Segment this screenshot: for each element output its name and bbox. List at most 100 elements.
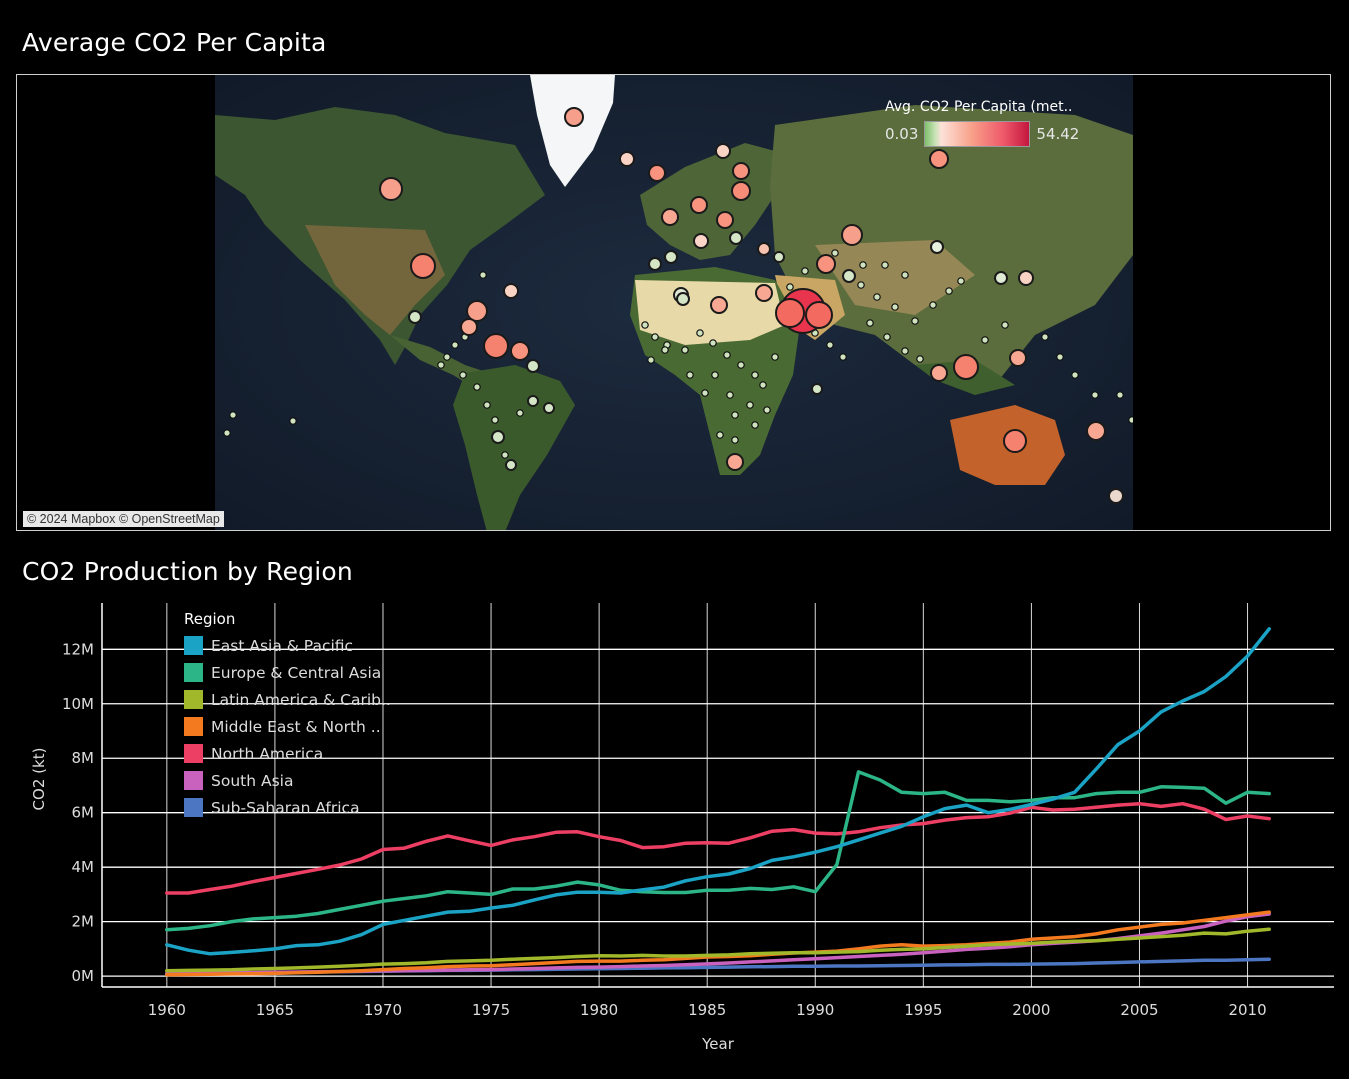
country-bubble[interactable] bbox=[408, 310, 422, 324]
country-bubble[interactable] bbox=[460, 318, 478, 336]
country-bubble[interactable] bbox=[831, 249, 839, 257]
legend-item[interactable]: East Asia & Pacific bbox=[184, 632, 391, 659]
country-bubble[interactable] bbox=[916, 355, 924, 363]
country-bubble[interactable] bbox=[773, 251, 785, 263]
legend-item[interactable]: North America bbox=[184, 740, 391, 767]
country-bubble[interactable] bbox=[647, 356, 655, 364]
country-bubble[interactable] bbox=[839, 353, 847, 361]
country-bubble[interactable] bbox=[811, 383, 823, 395]
country-bubble[interactable] bbox=[483, 401, 491, 409]
country-bubble[interactable] bbox=[801, 267, 809, 275]
country-bubble[interactable] bbox=[737, 361, 745, 369]
country-bubble[interactable] bbox=[711, 371, 719, 379]
country-bubble[interactable] bbox=[664, 250, 678, 264]
legend-item[interactable]: Europe & Central Asia bbox=[184, 659, 391, 686]
legend-item[interactable]: South Asia bbox=[184, 767, 391, 794]
country-bubble[interactable] bbox=[1128, 416, 1133, 424]
country-bubble[interactable] bbox=[842, 269, 856, 283]
map-canvas[interactable] bbox=[215, 75, 1133, 531]
country-bubble[interactable] bbox=[1041, 333, 1049, 341]
country-bubble[interactable] bbox=[619, 151, 635, 167]
world-map[interactable]: © 2024 Mapbox © OpenStreetMap Avg. CO2 P… bbox=[16, 74, 1331, 531]
series-line[interactable] bbox=[165, 770, 1271, 932]
country-bubble[interactable] bbox=[726, 391, 734, 399]
country-bubble[interactable] bbox=[994, 271, 1008, 285]
country-bubble[interactable] bbox=[648, 257, 662, 271]
country-bubble[interactable] bbox=[651, 333, 659, 341]
country-bubble[interactable] bbox=[1001, 321, 1009, 329]
country-bubble[interactable] bbox=[929, 149, 949, 169]
country-bubble[interactable] bbox=[289, 417, 297, 425]
country-bubble[interactable] bbox=[459, 371, 467, 379]
country-bubble[interactable] bbox=[1116, 391, 1124, 399]
country-bubble[interactable] bbox=[883, 333, 891, 341]
country-bubble[interactable] bbox=[732, 162, 750, 180]
country-bubble[interactable] bbox=[686, 371, 694, 379]
country-bubble[interactable] bbox=[816, 254, 836, 274]
country-bubble[interactable] bbox=[543, 402, 555, 414]
country-bubble[interactable] bbox=[731, 411, 739, 419]
country-bubble[interactable] bbox=[501, 451, 509, 459]
country-bubble[interactable] bbox=[857, 281, 865, 289]
country-bubble[interactable] bbox=[676, 292, 690, 306]
country-bubble[interactable] bbox=[661, 346, 669, 354]
country-bubble[interactable] bbox=[786, 283, 794, 291]
country-bubble[interactable] bbox=[1091, 391, 1099, 399]
country-bubble[interactable] bbox=[527, 395, 539, 407]
country-bubble[interactable] bbox=[716, 431, 724, 439]
country-bubble[interactable] bbox=[491, 430, 505, 444]
country-bubble[interactable] bbox=[859, 261, 867, 269]
country-bubble[interactable] bbox=[930, 364, 948, 382]
country-bubble[interactable] bbox=[1003, 429, 1027, 453]
country-bubble[interactable] bbox=[693, 233, 709, 249]
country-bubble[interactable] bbox=[1086, 421, 1106, 441]
series-line[interactable] bbox=[165, 927, 1271, 973]
country-bubble[interactable] bbox=[526, 359, 540, 373]
country-bubble[interactable] bbox=[709, 339, 717, 347]
country-bubble[interactable] bbox=[641, 321, 649, 329]
line-chart[interactable]: 1960 1965 1970 1975 1980 1985 1990 1995 2000 2005… bbox=[0, 590, 1349, 1079]
country-bubble[interactable] bbox=[805, 301, 833, 329]
country-bubble[interactable] bbox=[503, 283, 519, 299]
country-bubble[interactable] bbox=[757, 242, 771, 256]
country-bubble[interactable] bbox=[755, 284, 773, 302]
map-attribution[interactable]: © 2024 Mapbox © OpenStreetMap bbox=[23, 511, 224, 527]
country-bubble[interactable] bbox=[443, 353, 451, 361]
country-bubble[interactable] bbox=[731, 436, 739, 444]
country-bubble[interactable] bbox=[661, 208, 679, 226]
country-bubble[interactable] bbox=[891, 303, 899, 311]
country-bubble[interactable] bbox=[953, 354, 979, 380]
country-bubble[interactable] bbox=[901, 271, 909, 279]
country-bubble[interactable] bbox=[696, 329, 704, 337]
country-bubble[interactable] bbox=[223, 429, 231, 437]
country-bubble[interactable] bbox=[881, 261, 889, 269]
country-bubble[interactable] bbox=[229, 411, 237, 419]
country-bubble[interactable] bbox=[981, 336, 989, 344]
country-bubble[interactable] bbox=[841, 224, 863, 246]
country-bubble[interactable] bbox=[911, 317, 919, 325]
country-bubble[interactable] bbox=[771, 353, 779, 361]
legend-item[interactable]: Latin America & Carib.. bbox=[184, 686, 391, 713]
region-legend[interactable]: Region East Asia & Pacific Europe & Centr… bbox=[184, 610, 391, 821]
country-bubble[interactable] bbox=[716, 211, 734, 229]
country-bubble[interactable] bbox=[1018, 270, 1034, 286]
legend-item[interactable]: Sub-Saharan Africa bbox=[184, 794, 391, 821]
country-bubble[interactable] bbox=[901, 347, 909, 355]
country-bubble[interactable] bbox=[731, 181, 751, 201]
country-bubble[interactable] bbox=[710, 296, 728, 314]
country-bubble[interactable] bbox=[701, 389, 709, 397]
legend-item[interactable]: Middle East & North .. bbox=[184, 713, 391, 740]
country-bubble[interactable] bbox=[746, 401, 754, 409]
country-bubble[interactable] bbox=[473, 383, 481, 391]
series-line[interactable] bbox=[165, 627, 1271, 956]
country-bubble[interactable] bbox=[723, 351, 731, 359]
country-bubble[interactable] bbox=[491, 416, 499, 424]
country-bubble[interactable] bbox=[759, 381, 767, 389]
country-bubble[interactable] bbox=[681, 346, 689, 354]
country-bubble[interactable] bbox=[564, 107, 584, 127]
country-bubble[interactable] bbox=[873, 293, 881, 301]
country-bubble[interactable] bbox=[945, 287, 953, 295]
country-bubble[interactable] bbox=[775, 298, 805, 328]
country-bubble[interactable] bbox=[437, 361, 445, 369]
country-bubble[interactable] bbox=[866, 319, 874, 327]
